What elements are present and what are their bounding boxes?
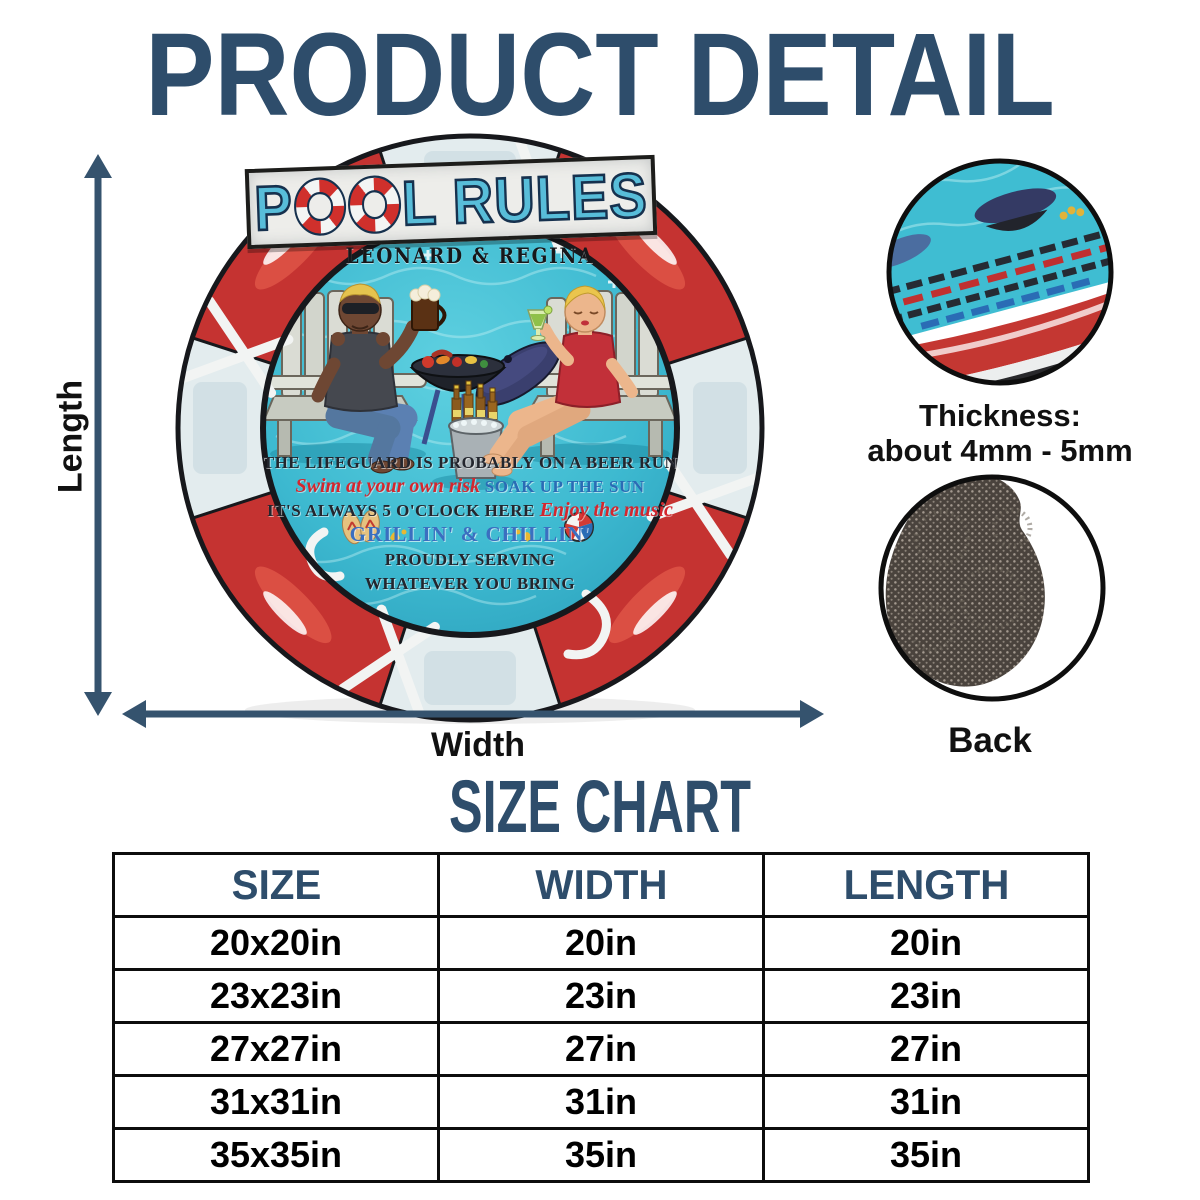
flip-flops-icon — [341, 509, 380, 545]
rule-segment: Enjoy the music — [539, 499, 673, 521]
beer-mug — [409, 284, 447, 331]
woman-character — [482, 285, 638, 477]
table-cell: 23in — [762, 968, 1090, 1024]
beer-bucket — [448, 380, 504, 479]
width-label: Width — [430, 726, 526, 764]
table-cell: 20in — [437, 915, 765, 971]
pool-rules-lines: THE LIFEGUARD IS PROBABLY ON A BEER RUN S… — [250, 451, 690, 596]
thickness-label-line1: Thickness: — [919, 398, 1081, 433]
rule-segment: PROUDLY SERVING — [384, 550, 556, 569]
table-row: 31x31in 31in 31in — [112, 1074, 1090, 1130]
banner-title: P L RULES — [252, 158, 650, 245]
width-arrow — [122, 700, 824, 728]
pool-scene — [265, 230, 675, 606]
rule-segment: SOAK UP THE SUN — [480, 477, 645, 496]
banner-text: P — [252, 170, 295, 244]
table-cell: 20in — [762, 915, 1090, 971]
size-chart-title: SIZE CHART — [449, 765, 751, 848]
table-cell: 31x31in — [112, 1074, 440, 1130]
banner-text: L RULES — [400, 158, 650, 240]
table-row: 23x23in 23in 23in — [112, 968, 1090, 1024]
table-cell: 27x27in — [112, 1021, 440, 1077]
rule-line: THE LIFEGUARD IS PROBABLY ON A BEER RUN — [250, 451, 690, 475]
rule-segment: Swim at your own risk — [295, 475, 480, 497]
cocktail-glass — [526, 305, 553, 341]
back-inset — [872, 468, 1112, 708]
table-row: 20x20in 20in 20in — [112, 915, 1090, 971]
rule-line: WHATEVER YOU BRING — [250, 572, 690, 596]
page-title: PRODUCT DETAIL — [145, 9, 1055, 141]
owners-names: LEONARD & REGINA — [345, 243, 595, 268]
table-cell: 31in — [762, 1074, 1090, 1130]
column-header: WIDTH — [443, 852, 759, 918]
rule-line: Swim at your own risk SOAK UP THE SUN — [250, 475, 690, 499]
thickness-label-line2: about 4mm - 5mm — [867, 432, 1133, 468]
table-row: 35x35in 35in 35in — [112, 1127, 1090, 1183]
rule-segment: THE LIFEGUARD IS PROBABLY ON A BEER RUN — [262, 453, 678, 472]
grill-food — [422, 349, 488, 368]
column-header: SIZE — [118, 852, 434, 918]
life-ring-glyph — [292, 176, 348, 237]
table-cell: 23x23in — [112, 968, 440, 1024]
product-image: P L RULES LEONARD & REGINA THE LIFEGUARD … — [166, 124, 774, 732]
life-ring-glyph — [347, 174, 403, 236]
rule-line: PROUDLY SERVING — [250, 548, 690, 572]
rule-line: IT'S ALWAYS 5 O'CLOCK HERE Enjoy the mus… — [250, 499, 690, 523]
length-label: Length — [51, 379, 90, 494]
table-row: 27x27in 27in 27in — [112, 1021, 1090, 1077]
beach-ball-icon — [564, 512, 594, 542]
buoy-outer-outline — [175, 133, 765, 723]
column-header: LENGTH — [768, 852, 1084, 918]
splash-icon — [390, 529, 407, 542]
size-chart-body: 20x20in 20in 20in 23x23in 23in 23in 27x27in 27i… — [112, 915, 1090, 1183]
thickness-inset — [880, 152, 1120, 392]
thickness-label: Thickness: about 4mm - 5mm — [850, 398, 1150, 468]
table-cell: 20x20in — [112, 915, 440, 971]
table-cell: 35x35in — [112, 1127, 440, 1183]
table-cell: 35in — [437, 1127, 765, 1183]
size-chart-header-row: SIZE WIDTH LENGTH — [114, 852, 1089, 918]
rule-segment: IT'S ALWAYS 5 O'CLOCK HERE — [267, 501, 540, 520]
table-cell: 23in — [437, 968, 765, 1024]
thickness-detail-graphic — [886, 158, 1114, 386]
back-label: Back — [948, 721, 1032, 760]
rule-segment: WHATEVER YOU BRING — [364, 574, 576, 593]
splash-icon — [515, 529, 532, 542]
table-cell: 35in — [762, 1127, 1090, 1183]
back-texture-graphic — [878, 474, 1106, 702]
table-cell: 31in — [437, 1074, 765, 1130]
man-character — [311, 283, 447, 474]
rule-line: GRILLIN' & CHILLIN' — [250, 523, 690, 548]
rule-segment: GRILLIN' & CHILLIN' — [349, 522, 591, 546]
length-arrow — [84, 154, 112, 716]
pool-rules-banner: P L RULES — [244, 154, 658, 250]
table-cell: 27in — [762, 1021, 1090, 1077]
size-chart-table: SIZE WIDTH LENGTH 20x20in 20in 20in 23x23in 23… — [112, 852, 1090, 1183]
table-cell: 27in — [437, 1021, 765, 1077]
